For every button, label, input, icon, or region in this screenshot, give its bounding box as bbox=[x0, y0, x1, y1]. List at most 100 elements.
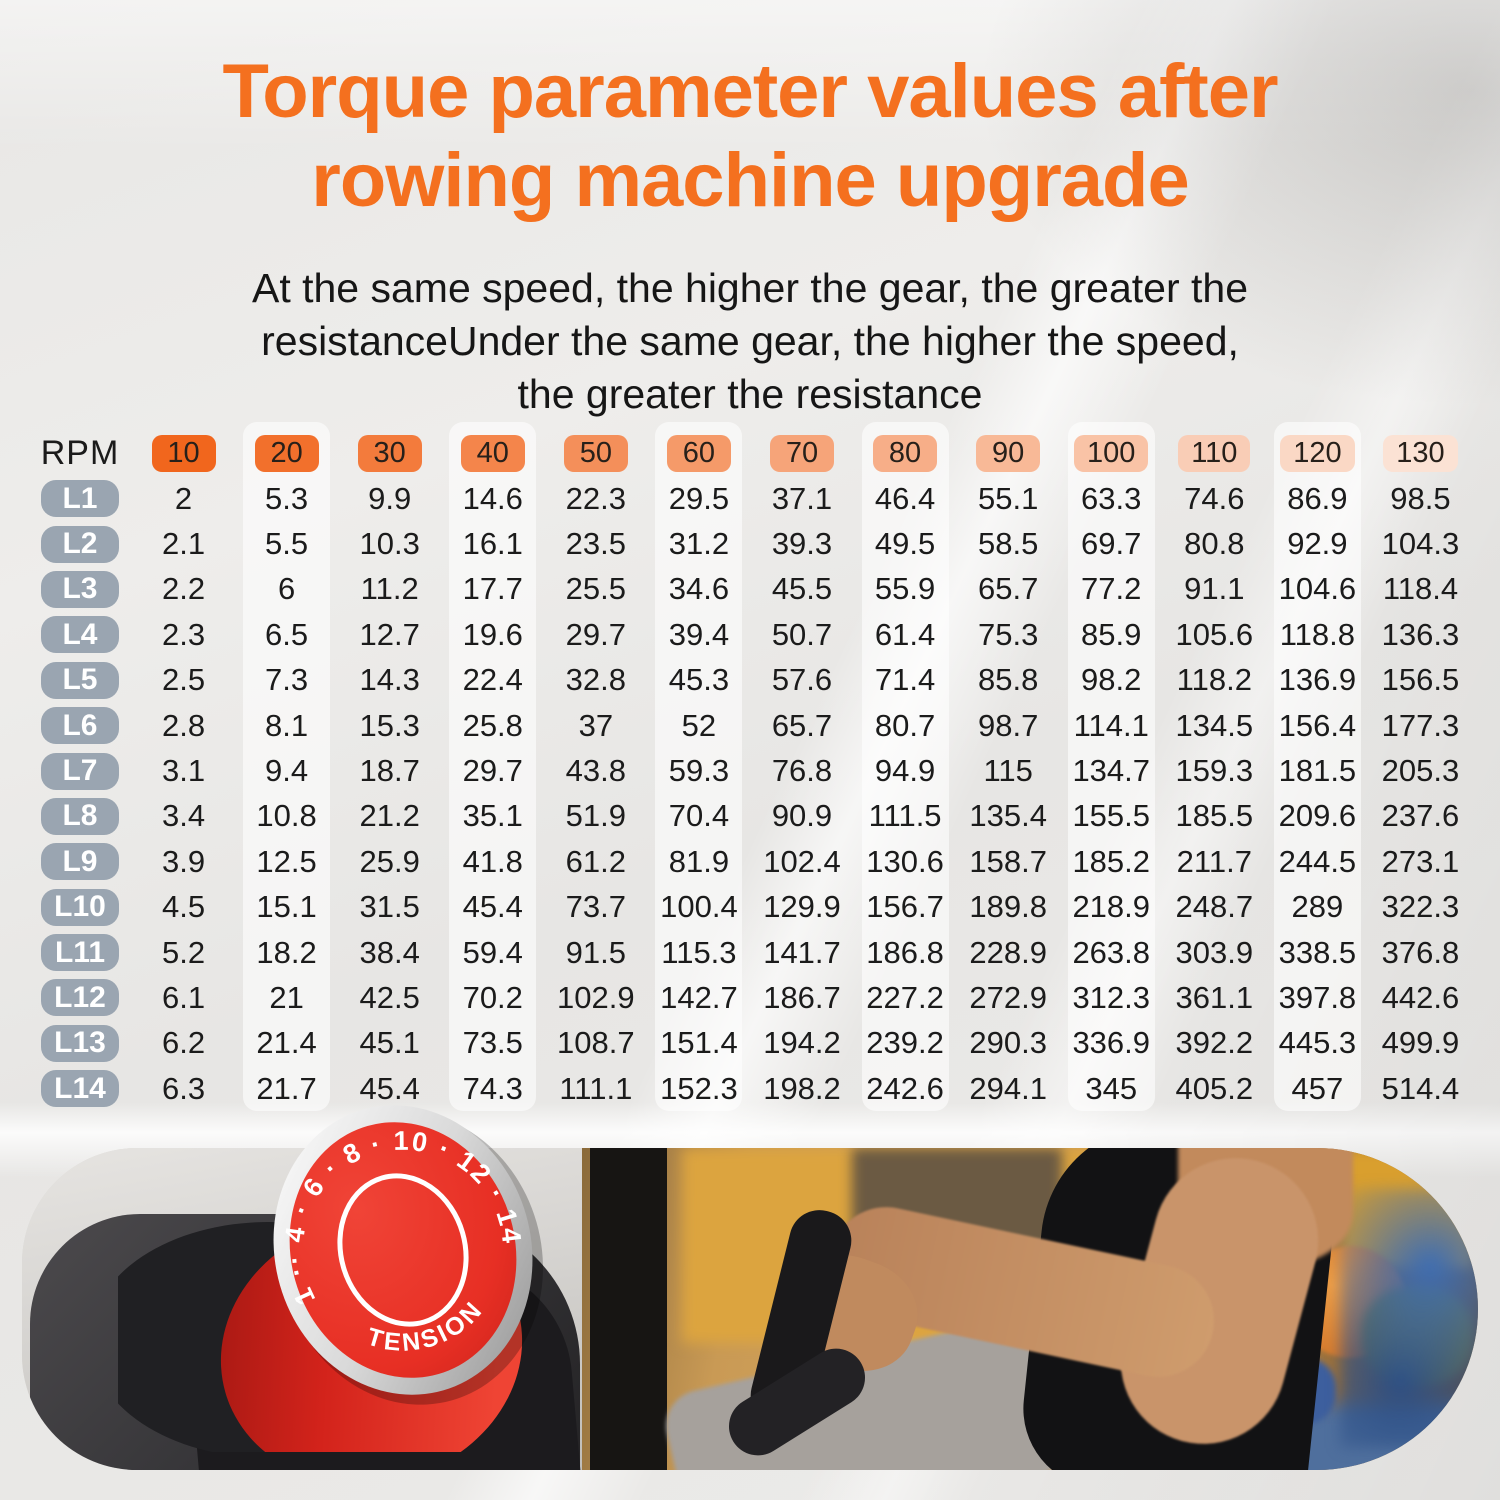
value-L6-70: 65.7 bbox=[750, 703, 853, 748]
torque-value: 58.5 bbox=[977, 526, 1039, 562]
torque-value: 111.5 bbox=[868, 798, 942, 834]
torque-value: 14.3 bbox=[359, 662, 420, 698]
torque-value: 272.9 bbox=[969, 979, 1047, 1015]
torque-value: 185.5 bbox=[1175, 798, 1254, 834]
torque-value: 45.5 bbox=[771, 571, 833, 607]
level-cell-L2: L2 bbox=[28, 521, 132, 566]
torque-value: 102.4 bbox=[763, 843, 841, 879]
value-L1-120: 86.9 bbox=[1266, 476, 1369, 522]
value-L2-70: 39.3 bbox=[750, 521, 853, 566]
value-L13-110: 392.2 bbox=[1163, 1021, 1266, 1066]
torque-value: 5.5 bbox=[265, 526, 309, 562]
value-L11-30: 38.4 bbox=[338, 930, 441, 975]
value-L5-60: 45.3 bbox=[647, 657, 750, 704]
torque-value: 19.6 bbox=[462, 616, 523, 652]
value-L2-100: 69.7 bbox=[1060, 521, 1163, 568]
torque-value: 45.1 bbox=[359, 1025, 420, 1061]
value-L3-40: 17.7 bbox=[441, 566, 544, 613]
value-L7-90: 115 bbox=[957, 748, 1060, 793]
level-cell-L13: L13 bbox=[28, 1021, 132, 1066]
torque-value: 499.9 bbox=[1381, 1025, 1460, 1061]
rpm-header-90: 90 bbox=[957, 430, 1060, 476]
torque-value: 194.2 bbox=[763, 1025, 841, 1061]
value-L9-40: 41.8 bbox=[441, 839, 544, 885]
value-L13-60: 151.4 bbox=[647, 1020, 750, 1067]
level-cell-L14: L14 bbox=[28, 1066, 132, 1111]
torque-value: 77.2 bbox=[1081, 571, 1142, 607]
torque-value: 7.3 bbox=[265, 662, 309, 698]
torque-value: 244.5 bbox=[1278, 843, 1357, 879]
value-L5-10: 2.5 bbox=[132, 658, 235, 703]
value-L11-40: 59.4 bbox=[441, 929, 544, 976]
torque-value: 114.1 bbox=[1073, 707, 1149, 743]
value-L3-30: 11.2 bbox=[338, 567, 441, 612]
torque-value: 73.5 bbox=[462, 1025, 523, 1061]
torque-value: 46.4 bbox=[874, 480, 936, 516]
value-L4-100: 85.9 bbox=[1060, 612, 1163, 658]
value-L12-30: 42.5 bbox=[338, 975, 441, 1020]
torque-value: 211.7 bbox=[1176, 843, 1252, 879]
rpm-header-badge-20: 20 bbox=[254, 434, 319, 472]
torque-value: 104.6 bbox=[1278, 571, 1357, 607]
torque-value: 134.7 bbox=[1072, 753, 1151, 789]
torque-value: 91.5 bbox=[565, 934, 626, 970]
value-L4-20: 6.5 bbox=[235, 612, 338, 658]
value-L2-50: 23.5 bbox=[544, 521, 647, 566]
value-L8-60: 70.4 bbox=[647, 793, 750, 840]
subtitle-line1: At the same speed, the higher the gear, … bbox=[251, 265, 1249, 311]
value-L2-60: 31.2 bbox=[647, 521, 750, 568]
torque-value: 10.8 bbox=[256, 798, 317, 834]
torque-value: 70.2 bbox=[462, 979, 523, 1015]
torque-value: 81.9 bbox=[668, 843, 730, 879]
value-L11-70: 141.7 bbox=[750, 930, 853, 975]
torque-value: 294.1 bbox=[969, 1070, 1047, 1106]
value-L6-60: 52 bbox=[647, 702, 750, 749]
value-L8-110: 185.5 bbox=[1163, 794, 1266, 839]
value-L10-50: 73.7 bbox=[544, 885, 647, 930]
value-L6-30: 15.3 bbox=[338, 703, 441, 748]
value-L4-50: 29.7 bbox=[544, 612, 647, 657]
value-L13-80: 239.2 bbox=[854, 1020, 957, 1067]
value-L3-130: 118.4 bbox=[1369, 567, 1472, 612]
rpm-header-70: 70 bbox=[750, 430, 853, 476]
value-L14-40: 74.3 bbox=[441, 1066, 544, 1112]
level-cell-L6: L6 bbox=[28, 703, 132, 748]
torque-value: 80.7 bbox=[874, 707, 936, 743]
torque-value: 23.5 bbox=[565, 526, 626, 562]
value-L7-120: 181.5 bbox=[1266, 748, 1369, 795]
rpm-header-10: 10 bbox=[132, 430, 235, 476]
torque-value: 71.4 bbox=[874, 662, 936, 698]
torque-value: 18.2 bbox=[256, 934, 317, 970]
level-cell-L9: L9 bbox=[28, 839, 132, 884]
torque-value: 98.2 bbox=[1081, 662, 1142, 698]
value-L9-10: 3.9 bbox=[132, 839, 235, 884]
value-L3-60: 34.6 bbox=[647, 566, 750, 613]
value-L5-130: 156.5 bbox=[1369, 658, 1472, 703]
value-L1-110: 74.6 bbox=[1163, 476, 1266, 521]
torque-value: 118.4 bbox=[1382, 571, 1459, 607]
value-L3-120: 104.6 bbox=[1266, 566, 1369, 613]
value-L6-110: 134.5 bbox=[1163, 703, 1266, 748]
level-badge-L11: L11 bbox=[41, 934, 119, 972]
torque-value: 98.5 bbox=[1390, 480, 1451, 516]
value-L12-90: 272.9 bbox=[957, 975, 1060, 1020]
value-L9-130: 273.1 bbox=[1369, 839, 1472, 884]
torque-value: 69.7 bbox=[1081, 526, 1142, 562]
torque-value: 156.5 bbox=[1381, 662, 1460, 698]
level-cell-L11: L11 bbox=[28, 930, 132, 975]
tension-knob: 1 ·· 4 · 6 · 8 · 10 · 12 · 14 TENSION bbox=[118, 1096, 543, 1452]
value-L5-70: 57.6 bbox=[750, 658, 853, 703]
value-L2-120: 92.9 bbox=[1266, 521, 1369, 568]
value-L9-70: 102.4 bbox=[750, 839, 853, 884]
value-L14-30: 45.4 bbox=[338, 1066, 441, 1111]
torque-value: 338.5 bbox=[1278, 934, 1357, 970]
torque-value: 25.5 bbox=[565, 571, 626, 607]
value-L9-80: 130.6 bbox=[854, 839, 957, 885]
rpm-header-120: 120 bbox=[1266, 422, 1369, 476]
value-L6-130: 177.3 bbox=[1369, 703, 1472, 748]
torque-value: 290.3 bbox=[969, 1025, 1047, 1061]
torque-value: 61.4 bbox=[874, 616, 936, 652]
torque-value: 34.6 bbox=[668, 571, 730, 607]
value-L8-100: 155.5 bbox=[1060, 793, 1163, 840]
value-L1-130: 98.5 bbox=[1369, 476, 1472, 521]
